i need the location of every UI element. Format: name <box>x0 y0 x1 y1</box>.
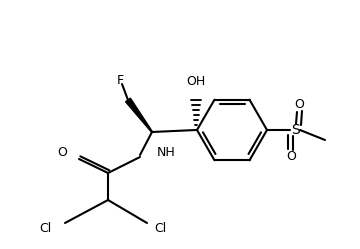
Text: NH: NH <box>157 146 176 160</box>
Text: Cl: Cl <box>39 222 51 235</box>
Text: S: S <box>291 123 300 137</box>
Text: Cl: Cl <box>154 222 166 235</box>
Text: O: O <box>294 98 304 111</box>
Polygon shape <box>126 98 152 132</box>
Text: O: O <box>286 149 296 163</box>
Text: O: O <box>57 145 67 159</box>
Text: F: F <box>116 73 123 86</box>
Text: OH: OH <box>186 74 206 87</box>
